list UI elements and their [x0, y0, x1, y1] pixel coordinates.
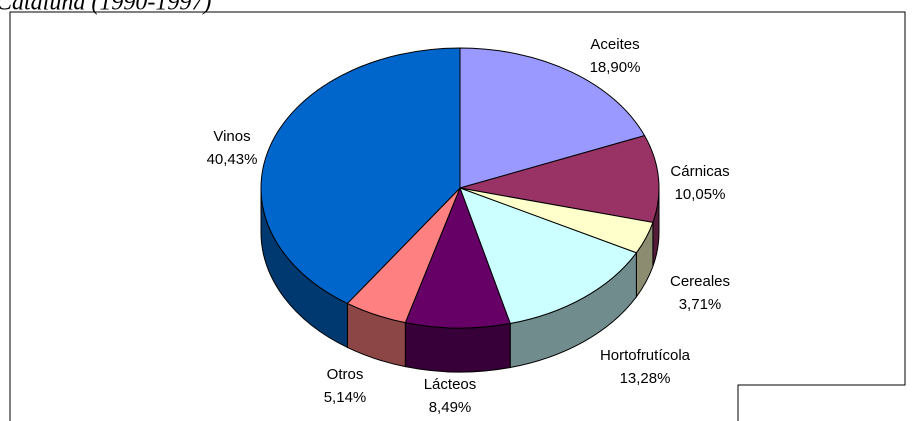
slice-value-label: 18,90%: [590, 59, 641, 76]
slice: [404, 186, 511, 329]
slice-name: Cárnicas: [670, 163, 729, 180]
slice: [459, 135, 660, 223]
chart-title: Cataluña (1990-1997): [0, 0, 211, 16]
slice-value-label: 3,71%: [679, 296, 722, 313]
slice-value-label: 13,28%: [620, 370, 671, 387]
slice-value-label: 10,05%: [675, 186, 726, 203]
slice-value-label: 5,14%: [324, 389, 367, 406]
slice-name: Vinos: [213, 128, 250, 145]
slice-name: Cereales: [670, 273, 730, 290]
slice-value-label: 8,49%: [429, 399, 472, 416]
slice: [260, 47, 461, 305]
slice-name: Aceites: [590, 36, 639, 53]
slice: [459, 47, 646, 189]
slice-name: Lácteos: [424, 376, 477, 393]
slice-name: Hortofrutícola: [600, 347, 691, 364]
slice: [459, 187, 638, 325]
slice-name: Otros: [327, 366, 364, 383]
slice-side: [404, 322, 511, 373]
frame: [9, 11, 906, 421]
slice-value-label: 40,43%: [207, 151, 258, 168]
